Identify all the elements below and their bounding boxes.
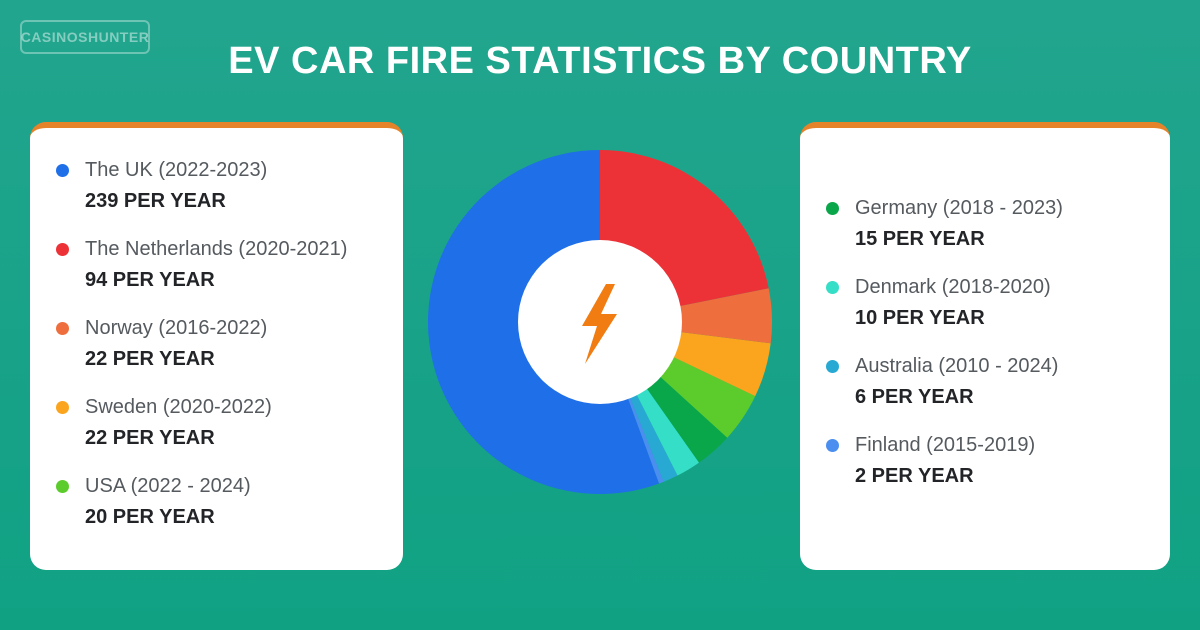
legend-row: USA (2022 - 2024) [56, 474, 403, 498]
left-legend-entry: USA (2022 - 2024) 20 PER YEAR [56, 474, 403, 529]
pie-slice [600, 288, 772, 344]
legend-dot-icon [56, 321, 69, 335]
legend-dot-icon [826, 280, 839, 294]
legend-label: Norway (2016-2022) [85, 316, 268, 339]
legend-dot-icon [56, 400, 69, 414]
legend-label: Sweden (2020-2022) [85, 395, 272, 418]
legend-value: 22 PER YEAR [85, 427, 215, 449]
legend-label: Denmark (2018-2020) [855, 275, 1051, 298]
legend-label: Australia (2010 - 2024) [855, 354, 1059, 377]
legend-dot-icon [826, 359, 839, 373]
legend-card-right: Germany (2018 - 2023) 15 PER YEAR Denmark … [800, 122, 1170, 570]
legend-row: Finland (2015-2019) [826, 433, 1170, 457]
right-legend-entry: Australia (2010 - 2024) 6 PER YEAR [826, 354, 1170, 409]
legend-row: Denmark (2018-2020) [826, 275, 1170, 299]
legend-row: The UK (2022-2023) [56, 158, 403, 182]
legend-row: Norway (2016-2022) [56, 316, 403, 340]
right-legend-entry: Germany (2018 - 2023) 15 PER YEAR [826, 196, 1170, 251]
left-legend-entry: Sweden (2020-2022) 22 PER YEAR [56, 395, 403, 450]
legend-label: USA (2022 - 2024) [85, 474, 251, 497]
donut-chart [427, 150, 772, 494]
legend-label: The Netherlands (2020-2021) [85, 237, 348, 260]
legend-label: Germany (2018 - 2023) [855, 196, 1063, 219]
lightning-bolt-icon [582, 284, 617, 364]
legend-value: 94 PER YEAR [85, 269, 215, 291]
legend-value: 239 PER YEAR [85, 190, 226, 212]
legend-dot-icon [826, 438, 839, 452]
legend-row: Germany (2018 - 2023) [826, 196, 1170, 220]
left-legend-entry: The UK (2022-2023) 239 PER YEAR [56, 158, 403, 213]
brand-logo: CASINOSHUNTER [20, 20, 150, 54]
right-legend-entry: Denmark (2018-2020) 10 PER YEAR [826, 275, 1170, 330]
legend-card-left: The UK (2022-2023) 239 PER YEAR The Nether… [30, 122, 403, 570]
legend-value: 10 PER YEAR [855, 307, 985, 329]
legend-value: 6 PER YEAR [855, 386, 974, 408]
legend-row: Sweden (2020-2022) [56, 395, 403, 419]
page-title: EV CAR FIRE STATISTICS BY COUNTRY [228, 40, 972, 82]
left-legend-entry: Norway (2016-2022) 22 PER YEAR [56, 316, 403, 371]
legend-value: 15 PER YEAR [855, 228, 985, 250]
legend-dot-icon [56, 242, 69, 256]
legend-dot-icon [56, 479, 69, 493]
legend-row: Australia (2010 - 2024) [826, 354, 1170, 378]
left-legend-entry: The Netherlands (2020-2021) 94 PER YEAR [56, 237, 403, 292]
legend-dot-icon [826, 201, 839, 215]
legend-value: 2 PER YEAR [855, 465, 974, 487]
right-legend-entry: Finland (2015-2019) 2 PER YEAR [826, 433, 1170, 488]
legend-row: The Netherlands (2020-2021) [56, 237, 403, 261]
legend-value: 22 PER YEAR [85, 348, 215, 370]
legend-label: Finland (2015-2019) [855, 433, 1036, 456]
legend-label: The UK (2022-2023) [85, 158, 268, 181]
legend-value: 20 PER YEAR [85, 506, 215, 528]
legend-dot-icon [56, 163, 69, 177]
